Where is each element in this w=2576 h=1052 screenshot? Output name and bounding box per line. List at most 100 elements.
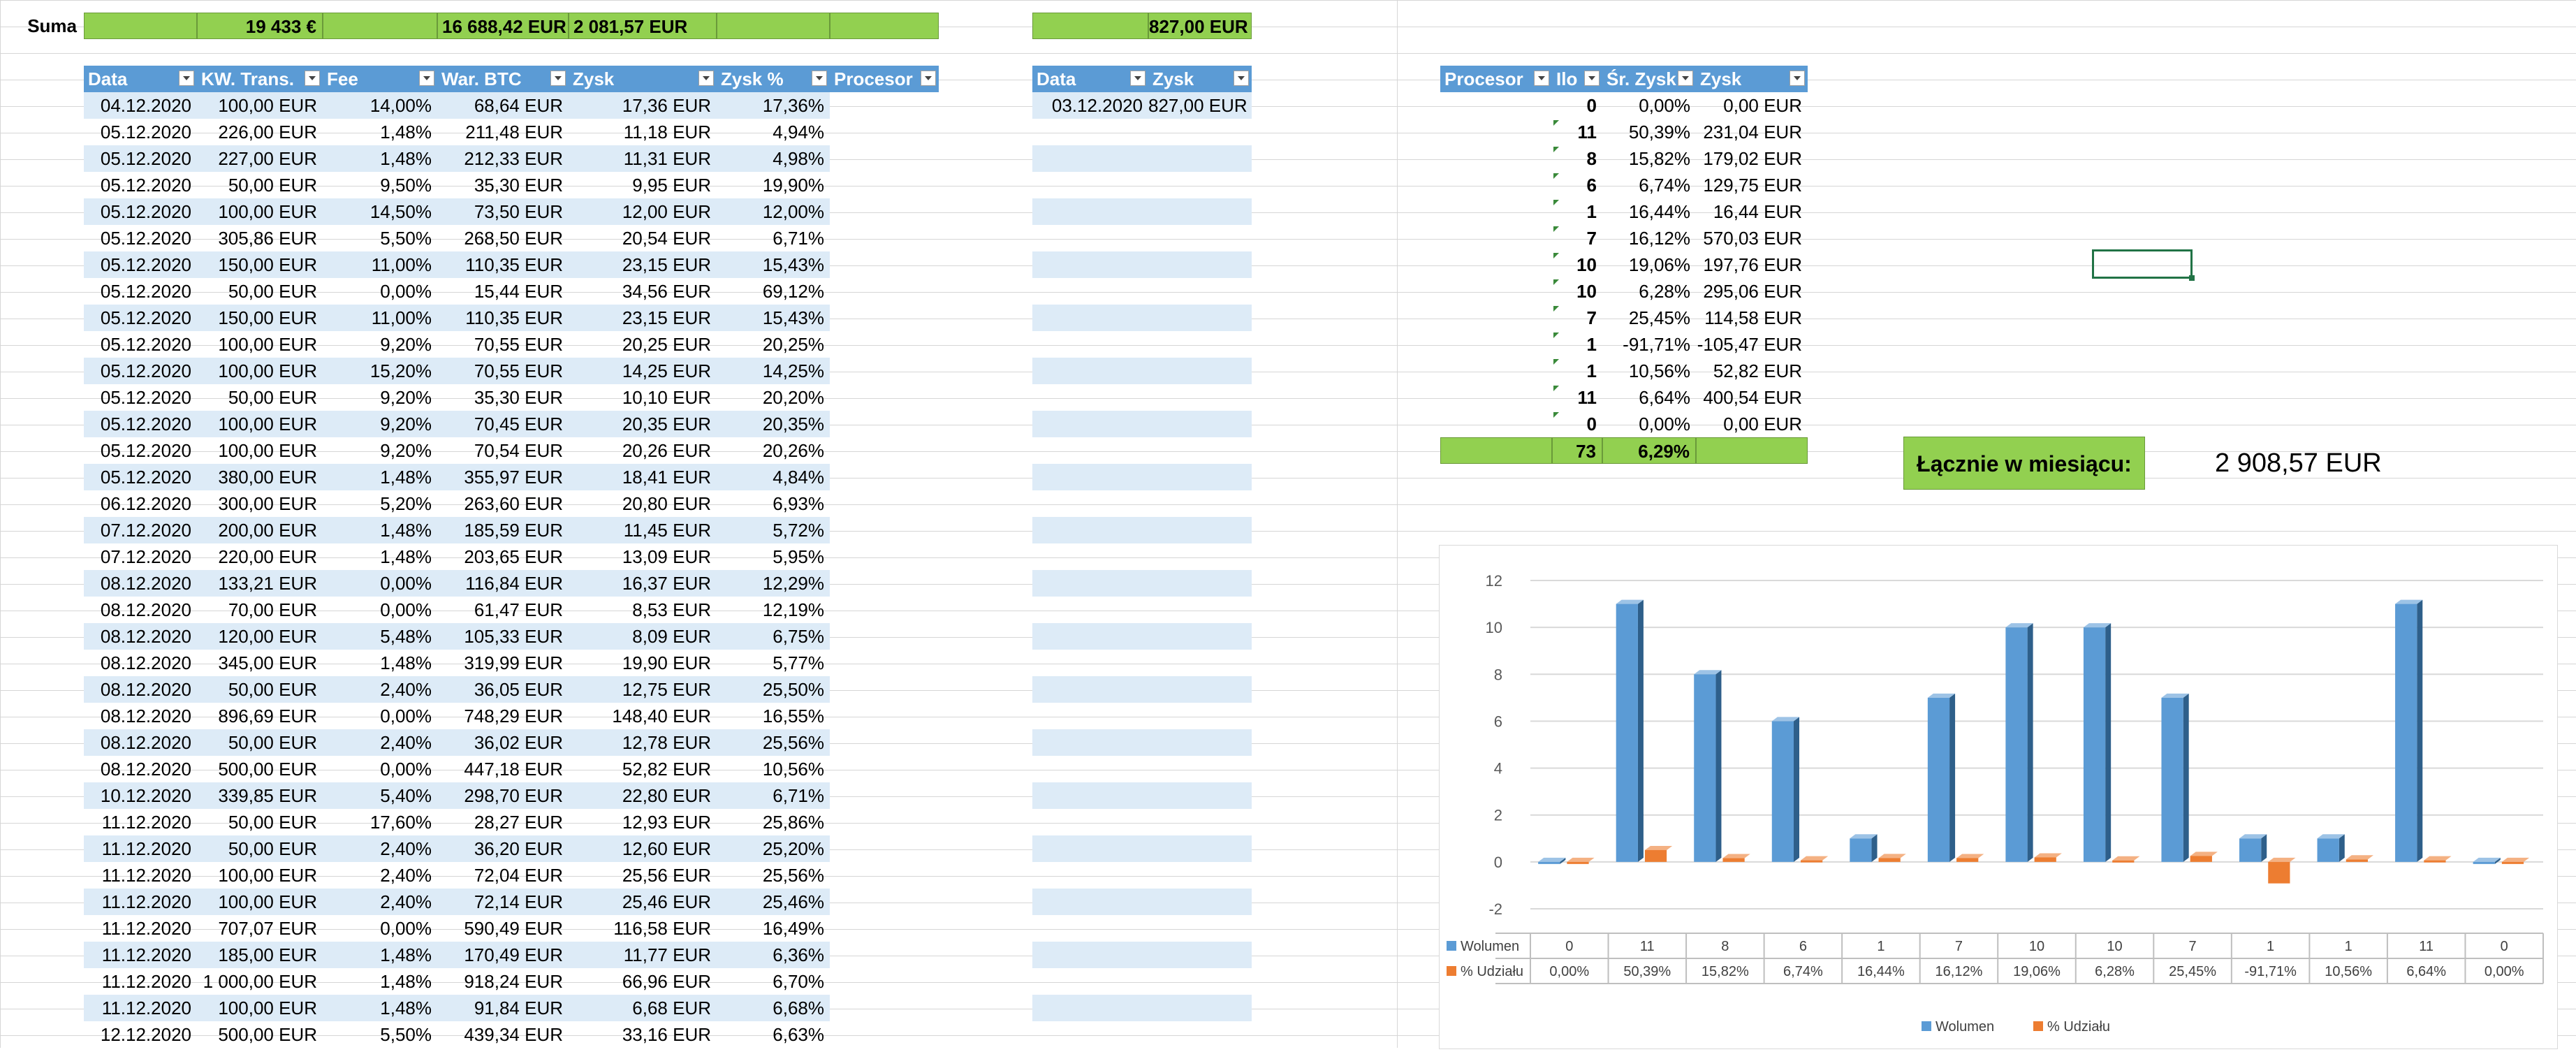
sum-cell[interactable]: [84, 13, 197, 39]
table-cell-kw-trans[interactable]: 339,85 EUR: [197, 782, 323, 809]
table-cell-war-btc[interactable]: 110,35 EUR: [437, 251, 569, 278]
table-cell-data[interactable]: 05.12.2020: [84, 358, 197, 384]
table-cell-procesor[interactable]: [830, 490, 939, 517]
side-cell-data[interactable]: [1032, 862, 1148, 889]
table-cell-kw-trans[interactable]: 150,00 EUR: [197, 251, 323, 278]
table-cell-data[interactable]: 05.12.2020: [100, 387, 191, 408]
filter-dropdown-icon[interactable]: [1790, 71, 1805, 86]
table-cell-zysk[interactable]: 8,53 EUR: [632, 599, 711, 620]
table-cell-procesor[interactable]: [830, 570, 939, 597]
proc-cell-name[interactable]: [1440, 411, 1552, 437]
table-cell-fee[interactable]: 2,40%: [323, 676, 437, 703]
table-cell-procesor[interactable]: [830, 437, 939, 464]
table-cell-fee[interactable]: 0,00%: [323, 570, 437, 597]
filter-dropdown-icon[interactable]: [698, 71, 714, 86]
table-cell-fee[interactable]: 14,00%: [323, 92, 437, 119]
table-cell-zysk[interactable]: 20,54 EUR: [622, 228, 711, 249]
table-cell-war-btc[interactable]: 105,33 EUR: [437, 623, 569, 650]
table-cell-war-btc[interactable]: 110,35 EUR: [437, 305, 569, 331]
side-cell-data[interactable]: [1032, 437, 1148, 464]
table-cell-kw-trans[interactable]: 50,00 EUR: [228, 387, 317, 408]
table-cell-war-btc[interactable]: 185,59 EUR: [437, 517, 569, 543]
table-cell-procesor[interactable]: [830, 278, 939, 305]
table-cell-fee[interactable]: 9,20%: [323, 411, 437, 437]
table-cell-data[interactable]: 05.12.2020: [100, 281, 191, 302]
table-cell-zysk[interactable]: 12,78 EUR: [569, 729, 717, 756]
proc-cell-count[interactable]: 0: [1586, 95, 1597, 116]
table-cell-zysk[interactable]: 8,09 EUR: [569, 623, 717, 650]
side-cell-data[interactable]: [1032, 782, 1148, 809]
side-cell-data[interactable]: [1032, 650, 1148, 676]
table-cell-war-btc[interactable]: 439,34 EUR: [464, 1024, 563, 1045]
table-cell-kw-trans[interactable]: 100,00 EUR: [197, 889, 323, 915]
table-cell-fee[interactable]: 1,48%: [323, 995, 437, 1021]
table-cell-data[interactable]: 04.12.2020: [84, 92, 197, 119]
side-cell-data[interactable]: [1032, 676, 1148, 703]
table-cell-kw-trans[interactable]: 100,00 EUR: [197, 92, 323, 119]
table-cell-zysk-pct[interactable]: 15,43%: [717, 305, 830, 331]
proc-cell-name[interactable]: [1440, 331, 1552, 358]
table-cell-war-btc[interactable]: 72,04 EUR: [474, 865, 563, 886]
table-cell-kw-trans[interactable]: 50,00 EUR: [197, 835, 323, 862]
table-cell-zysk-pct[interactable]: 25,46%: [717, 889, 830, 915]
table-cell-procesor[interactable]: [830, 1021, 939, 1048]
proc-cell-name[interactable]: [1440, 92, 1552, 119]
table-cell-war-btc[interactable]: 447,18 EUR: [464, 759, 563, 780]
proc-cell-count[interactable]: 11: [1552, 384, 1602, 411]
table-cell-zysk[interactable]: 20,26 EUR: [622, 440, 711, 461]
proc-cell-name[interactable]: [1440, 145, 1552, 172]
proc-cell-zysk[interactable]: 231,04 EUR: [1703, 122, 1802, 143]
side-cell-data[interactable]: [1032, 517, 1148, 543]
table-cell-data[interactable]: 06.12.2020: [100, 493, 191, 514]
table-cell-kw-trans[interactable]: 1 000,00 EUR: [203, 971, 317, 992]
table-cell-zysk[interactable]: 23,15 EUR: [569, 305, 717, 331]
table-cell-war-btc[interactable]: 73,50 EUR: [437, 198, 569, 225]
side-cell-data[interactable]: [1032, 145, 1148, 172]
table-cell-zysk-pct[interactable]: 12,29%: [717, 570, 830, 597]
filter-dropdown-icon[interactable]: [419, 71, 434, 86]
table-cell-data[interactable]: 08.12.2020: [84, 623, 197, 650]
proc-cell-zysk[interactable]: 0,00 EUR: [1723, 95, 1802, 116]
table-cell-data[interactable]: 05.12.2020: [84, 251, 197, 278]
table-cell-zysk[interactable]: 12,93 EUR: [622, 812, 711, 833]
proc-cell-zysk[interactable]: 52,82 EUR: [1713, 360, 1802, 381]
side-cell-data[interactable]: [1032, 809, 1148, 835]
table-cell-zysk[interactable]: 14,25 EUR: [569, 358, 717, 384]
table-cell-kw-trans[interactable]: 380,00 EUR: [197, 464, 323, 490]
sum-cell[interactable]: 16 688,42 EUR: [437, 13, 569, 39]
proc-cell-name[interactable]: [1440, 278, 1552, 305]
table-cell-zysk-pct[interactable]: 6,70%: [773, 971, 824, 992]
table-cell-zysk-pct[interactable]: 20,25%: [762, 334, 824, 355]
side-cell-zysk[interactable]: [1148, 809, 1252, 835]
table-cell-kw-trans[interactable]: 707,07 EUR: [218, 918, 317, 939]
table-cell-fee[interactable]: 5,50%: [380, 228, 432, 249]
proc-cell-count[interactable]: 1: [1552, 331, 1602, 358]
table-cell-data[interactable]: 11.12.2020: [101, 812, 191, 833]
table-cell-fee[interactable]: 0,00%: [380, 706, 432, 726]
proc-cell-avg[interactable]: 6,28%: [1639, 281, 1690, 302]
table-cell-zysk-pct[interactable]: 6,71%: [717, 782, 830, 809]
table-cell-fee[interactable]: 1,48%: [323, 517, 437, 543]
proc-cell-avg[interactable]: 19,06%: [1628, 254, 1690, 275]
table-cell-fee[interactable]: 9,50%: [380, 175, 432, 196]
proc-total-cell[interactable]: [1440, 437, 1552, 464]
table-cell-fee[interactable]: 11,00%: [323, 251, 437, 278]
table-cell-fee[interactable]: 0,00%: [380, 281, 432, 302]
table-cell-fee[interactable]: 1,48%: [323, 145, 437, 172]
table-cell-procesor[interactable]: [830, 517, 939, 543]
table-cell-procesor[interactable]: [830, 915, 939, 942]
table-cell-procesor[interactable]: [830, 198, 939, 225]
table-cell-war-btc[interactable]: 36,20 EUR: [437, 835, 569, 862]
table-cell-data[interactable]: 10.12.2020: [84, 782, 197, 809]
table-cell-zysk[interactable]: 66,96 EUR: [622, 971, 711, 992]
side-cell-data[interactable]: [1032, 305, 1148, 331]
side-cell-zysk[interactable]: [1148, 305, 1252, 331]
table-cell-fee[interactable]: 0,00%: [380, 918, 432, 939]
table-cell-zysk-pct[interactable]: 69,12%: [762, 281, 824, 302]
sum-cell[interactable]: 2 081,57 EUR: [569, 13, 717, 39]
table-cell-data[interactable]: 05.12.2020: [84, 464, 197, 490]
proc-cell-avg[interactable]: 0,00%: [1639, 414, 1690, 434]
proc-total-pct[interactable]: 6,29%: [1602, 437, 1696, 464]
side-cell-data[interactable]: [1032, 942, 1148, 968]
table-cell-zysk[interactable]: 20,35 EUR: [569, 411, 717, 437]
